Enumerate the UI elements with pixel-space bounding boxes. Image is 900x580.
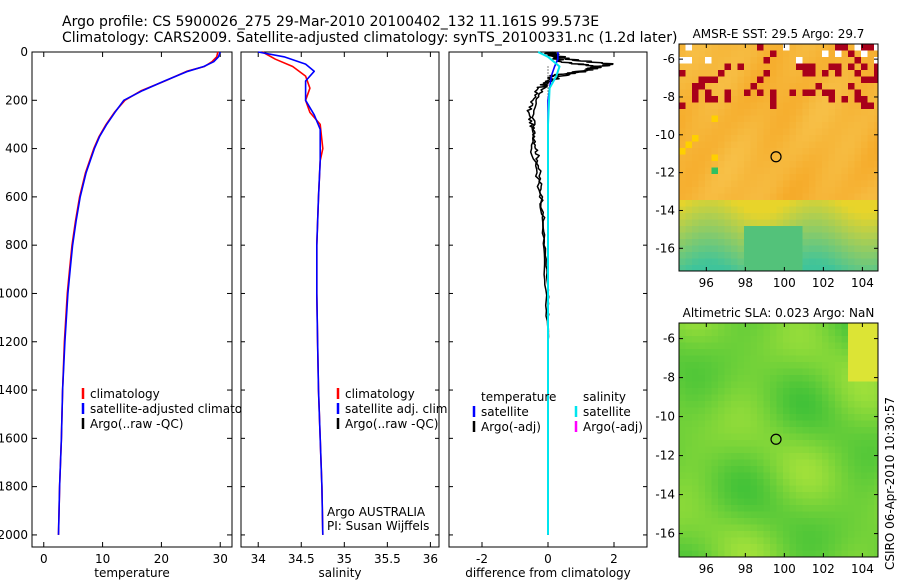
x-tick-label: 34 <box>251 552 266 566</box>
map-field <box>679 323 878 557</box>
y-tick-label: -12 <box>655 166 675 180</box>
legend-title-salinity: salinity <box>583 390 626 404</box>
x-tick-label: 100 <box>773 562 796 576</box>
figure-title-line-2: Climatology: CARS2009. Satellite-adjuste… <box>62 30 678 46</box>
plot-frame <box>31 51 233 548</box>
x-tick-label: 104 <box>851 276 874 290</box>
float-pi-text: PI: Susan Wijffels <box>327 519 429 533</box>
map-title: Altimetric SLA: 0.023 Argo: NaN <box>683 306 875 320</box>
x-tick-label: 30 <box>213 552 228 566</box>
argo-position-marker <box>770 151 782 163</box>
x-tick-label: 98 <box>738 276 753 290</box>
x-tick-label: 10 <box>95 552 110 566</box>
x-tick-label: 104 <box>851 562 874 576</box>
x-axis-label: salinity <box>318 566 361 580</box>
x-tick-label: 20 <box>154 552 169 566</box>
profile-panel-salinity: 34 34.5 35 35.5 36 salinity climatologysatelli… <box>240 51 451 580</box>
x-tick-label: -2 <box>476 552 488 566</box>
legend-entry: satellite <box>481 405 529 419</box>
legend-entry: climatology <box>90 387 160 401</box>
y-tick-label: -12 <box>655 449 675 463</box>
plot-frame <box>240 51 440 548</box>
legend-entry: satellite adj. clim. <box>345 402 451 416</box>
csiro-timestamp: CSIRO 06-Apr-2010 10:30:57 <box>883 397 897 570</box>
y-tick-label: 1800 <box>0 480 28 494</box>
figure-title-line-1: Argo profile: CS 5900026_275 29-Mar-2010… <box>62 14 600 30</box>
y-tick-label: 1000 <box>0 286 28 300</box>
y-tick-label: 1600 <box>0 431 28 445</box>
y-tick-label: 600 <box>5 190 28 204</box>
legend-entry: satellite-adjusted climatology <box>90 402 268 416</box>
y-tick-label: -8 <box>663 371 675 385</box>
y-tick-label: -10 <box>655 410 675 424</box>
legend-title-temperature: temperature <box>481 390 556 404</box>
legend-entry: satellite <box>583 405 631 419</box>
y-tick-label: -10 <box>655 128 675 142</box>
map-panel-sla: Altimetric SLA: 0.023 Argo: NaN 96 98 100 10… <box>655 306 879 576</box>
x-tick-label: 36 <box>423 552 438 566</box>
y-tick-label: 200 <box>5 93 28 107</box>
x-tick-label: 0 <box>40 552 48 566</box>
x-axis-label: difference from climatology <box>465 566 631 580</box>
y-tick-label: 1400 <box>0 383 28 397</box>
series-satellite-climatology <box>57 51 221 535</box>
x-tick-label: 35.5 <box>374 552 401 566</box>
x-tick-label: 96 <box>699 276 714 290</box>
y-tick-label: 0 <box>20 45 28 59</box>
argo-position-marker <box>770 433 782 445</box>
y-tick-label: -14 <box>655 203 675 217</box>
x-tick-label: 102 <box>812 276 835 290</box>
series-satellite-salinity-diff <box>537 51 561 535</box>
y-tick-label: 400 <box>5 142 28 156</box>
x-tick-label: 0 <box>544 552 552 566</box>
map-panel-sst: AMSR-E SST: 29.5 Argo: 29.7 96 98 100 102 104… <box>655 27 879 290</box>
y-tick-label: -16 <box>655 241 675 255</box>
map-frame <box>678 43 879 272</box>
y-tick-label: -6 <box>663 332 675 346</box>
profile-panel-temperature: 0 10 20 30 0 200 400 600 800 1000 1200 1400 1600 1800… <box>0 45 268 580</box>
y-tick-label: -8 <box>663 90 675 104</box>
legend-entry: Argo(..raw -QC) <box>345 417 438 431</box>
map-title: AMSR-E SST: 29.5 Argo: 29.7 <box>693 27 865 41</box>
legend-entry: Argo(-adj) <box>481 420 541 434</box>
y-tick-label: 800 <box>5 238 28 252</box>
x-tick-label: 34.5 <box>288 552 315 566</box>
series-argo-temperature-diff-2 <box>529 51 614 342</box>
map-frame <box>678 322 879 558</box>
x-tick-label: 98 <box>738 562 753 576</box>
y-tick-label: 1200 <box>0 335 28 349</box>
x-tick-label: 96 <box>699 562 714 576</box>
float-owner-text: Argo AUSTRALIA <box>327 505 426 519</box>
x-tick-label: 102 <box>812 562 835 576</box>
x-tick-label: 2 <box>610 552 618 566</box>
y-tick-label: -16 <box>655 527 675 541</box>
map-field <box>679 44 878 271</box>
series-satellite-climatology <box>258 51 324 535</box>
x-tick-label: 35 <box>337 552 352 566</box>
x-tick-label: 100 <box>773 276 796 290</box>
y-tick-label: -6 <box>663 52 675 66</box>
legend-entry: climatology <box>345 387 415 401</box>
legend-entry: Argo(..raw -QC) <box>90 417 183 431</box>
legend-entry: Argo(-adj) <box>583 420 643 434</box>
x-axis-label: temperature <box>94 566 169 580</box>
y-tick-label: 2000 <box>0 528 28 542</box>
y-tick-label: -14 <box>655 488 675 502</box>
